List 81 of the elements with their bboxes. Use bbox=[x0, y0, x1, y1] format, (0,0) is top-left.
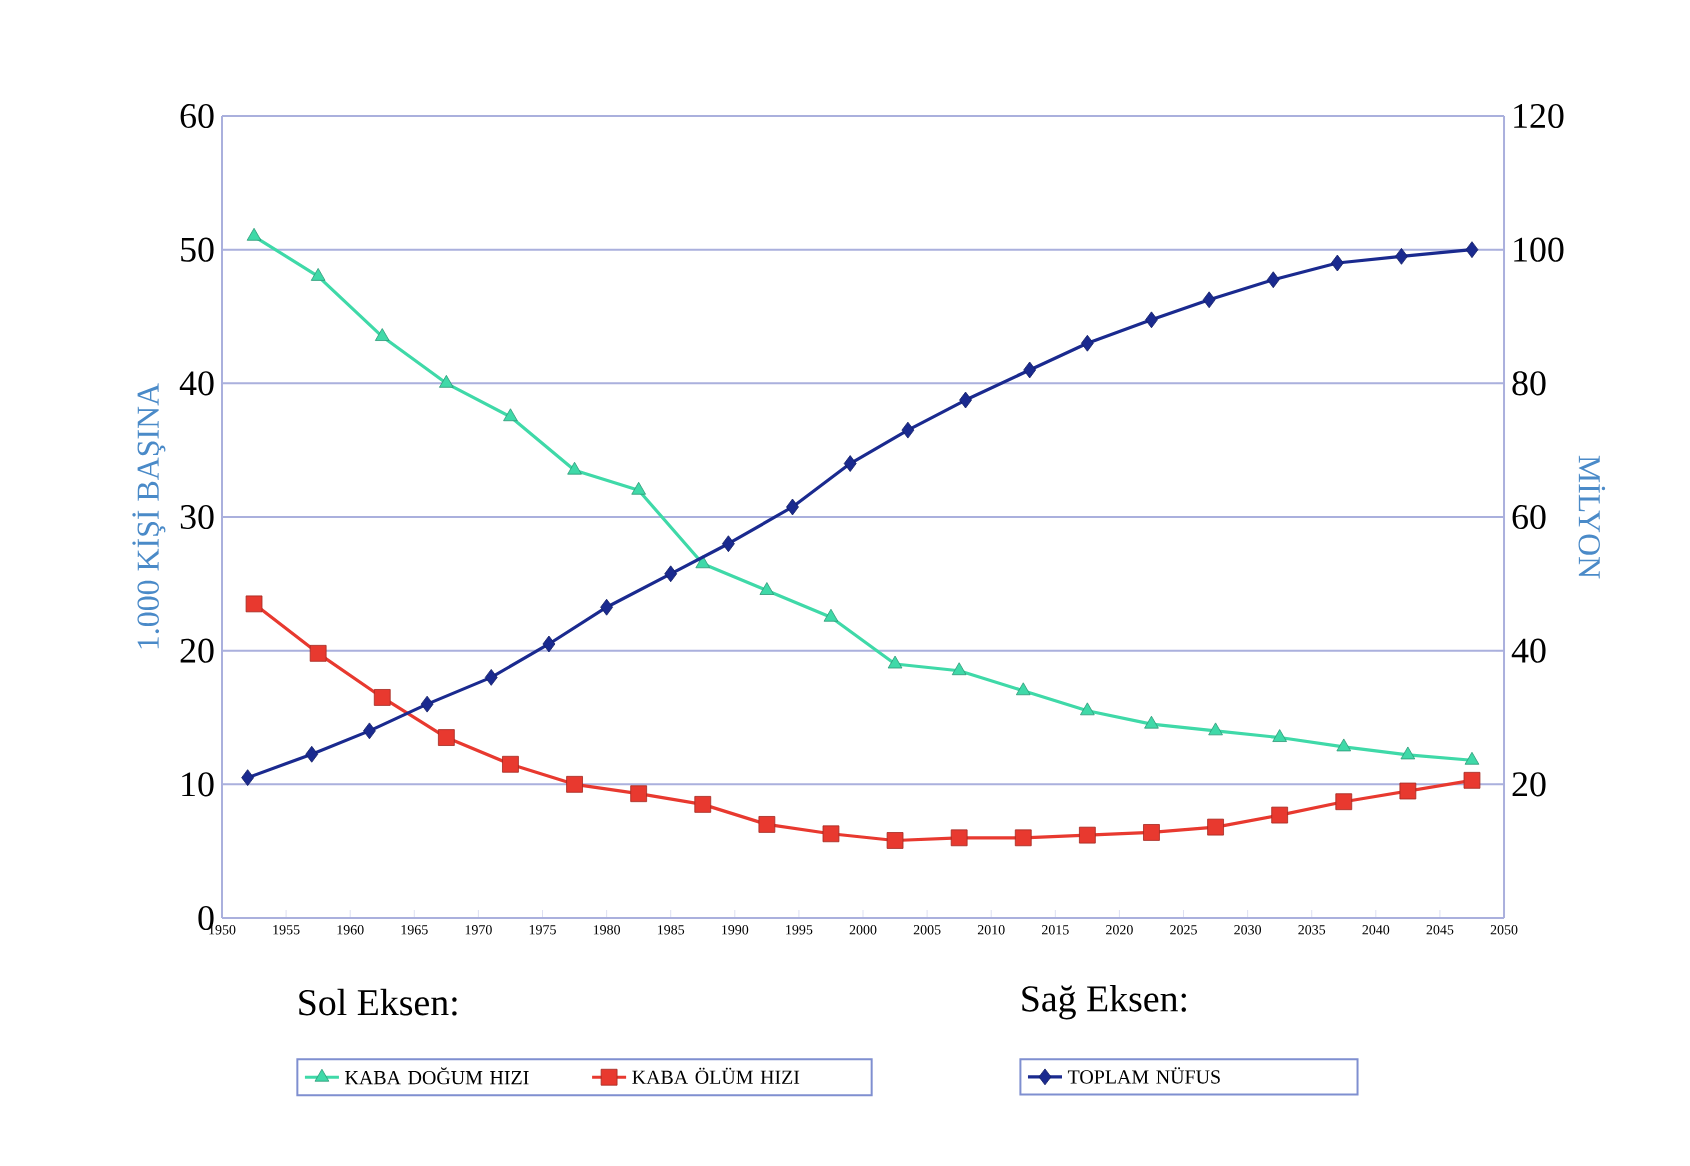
point bbox=[1145, 311, 1158, 329]
text: Sol Eksen: bbox=[299, 988, 457, 1016]
y-tick-label: 30 bbox=[180, 504, 214, 530]
point bbox=[542, 635, 556, 653]
point bbox=[758, 816, 776, 833]
point bbox=[1335, 793, 1353, 811]
point bbox=[1144, 715, 1159, 729]
point bbox=[1080, 702, 1095, 716]
point bbox=[1465, 241, 1479, 259]
legend-label: KABA DOĞUM HIZI bbox=[345, 1067, 529, 1085]
point bbox=[567, 461, 582, 475]
point bbox=[822, 825, 840, 843]
point bbox=[309, 644, 327, 662]
point bbox=[1336, 738, 1352, 752]
point bbox=[1330, 254, 1344, 272]
point bbox=[1143, 824, 1160, 841]
y-tick-label: 60 bbox=[180, 103, 214, 129]
point bbox=[664, 565, 678, 583]
point bbox=[1202, 291, 1216, 309]
point bbox=[694, 796, 712, 813]
point bbox=[566, 775, 583, 793]
point bbox=[1208, 722, 1223, 736]
point bbox=[1464, 751, 1480, 765]
point bbox=[600, 598, 613, 616]
point bbox=[1463, 771, 1481, 789]
point bbox=[1400, 746, 1416, 760]
y2-tick-label: 20 bbox=[1512, 772, 1546, 797]
point bbox=[374, 328, 390, 341]
point bbox=[1266, 271, 1280, 289]
y2-axis-title: MİLYON bbox=[1578, 455, 1606, 579]
point bbox=[363, 722, 376, 740]
point bbox=[305, 745, 319, 763]
point bbox=[887, 655, 903, 669]
point bbox=[959, 391, 972, 409]
point bbox=[1078, 826, 1096, 844]
point bbox=[420, 695, 434, 713]
point bbox=[1271, 806, 1289, 824]
point bbox=[722, 535, 735, 553]
point bbox=[1015, 682, 1031, 696]
y2-tick-label: 40 bbox=[1511, 638, 1546, 663]
point bbox=[310, 268, 326, 281]
point bbox=[1207, 818, 1224, 836]
point bbox=[695, 555, 711, 569]
point bbox=[241, 769, 255, 787]
point bbox=[437, 729, 455, 746]
point bbox=[484, 669, 498, 686]
point bbox=[950, 829, 968, 847]
point bbox=[1080, 334, 1094, 352]
point bbox=[1395, 247, 1408, 265]
y-tick-label: 20 bbox=[180, 638, 214, 663]
point bbox=[1399, 782, 1417, 800]
point bbox=[1023, 361, 1037, 379]
point bbox=[503, 408, 518, 422]
y-axis-title: 1.000 KİŞİ BAŞINA bbox=[132, 383, 166, 649]
y2-tick-label: 100 bbox=[1514, 237, 1564, 262]
y2-tick-label: 120 bbox=[1514, 103, 1564, 129]
y-tick-label: 40 bbox=[179, 371, 214, 396]
point bbox=[901, 421, 915, 439]
y2-tick-label: 80 bbox=[1512, 371, 1546, 396]
point bbox=[502, 755, 519, 773]
legend-label: TOPLAM NÜFUS bbox=[1067, 1067, 1220, 1084]
y-tick-label: 10 bbox=[182, 772, 214, 797]
point bbox=[631, 481, 646, 495]
point bbox=[786, 498, 799, 516]
point bbox=[245, 595, 263, 613]
point bbox=[246, 227, 262, 241]
point bbox=[439, 374, 454, 388]
y2-tick-label: 60 bbox=[1512, 504, 1546, 530]
point bbox=[373, 689, 391, 706]
legend-label: KABA ÖLÜM HIZI bbox=[632, 1067, 800, 1085]
point bbox=[1014, 829, 1032, 847]
point bbox=[843, 455, 857, 472]
point bbox=[759, 582, 775, 595]
text: Sağ Eksen: bbox=[1022, 985, 1186, 1020]
point bbox=[823, 608, 839, 622]
y-tick-label: 0 bbox=[198, 905, 214, 931]
point bbox=[951, 662, 967, 676]
point bbox=[886, 832, 904, 849]
point bbox=[630, 785, 648, 803]
point bbox=[1272, 729, 1287, 742]
y-tick-label: 50 bbox=[181, 237, 214, 262]
